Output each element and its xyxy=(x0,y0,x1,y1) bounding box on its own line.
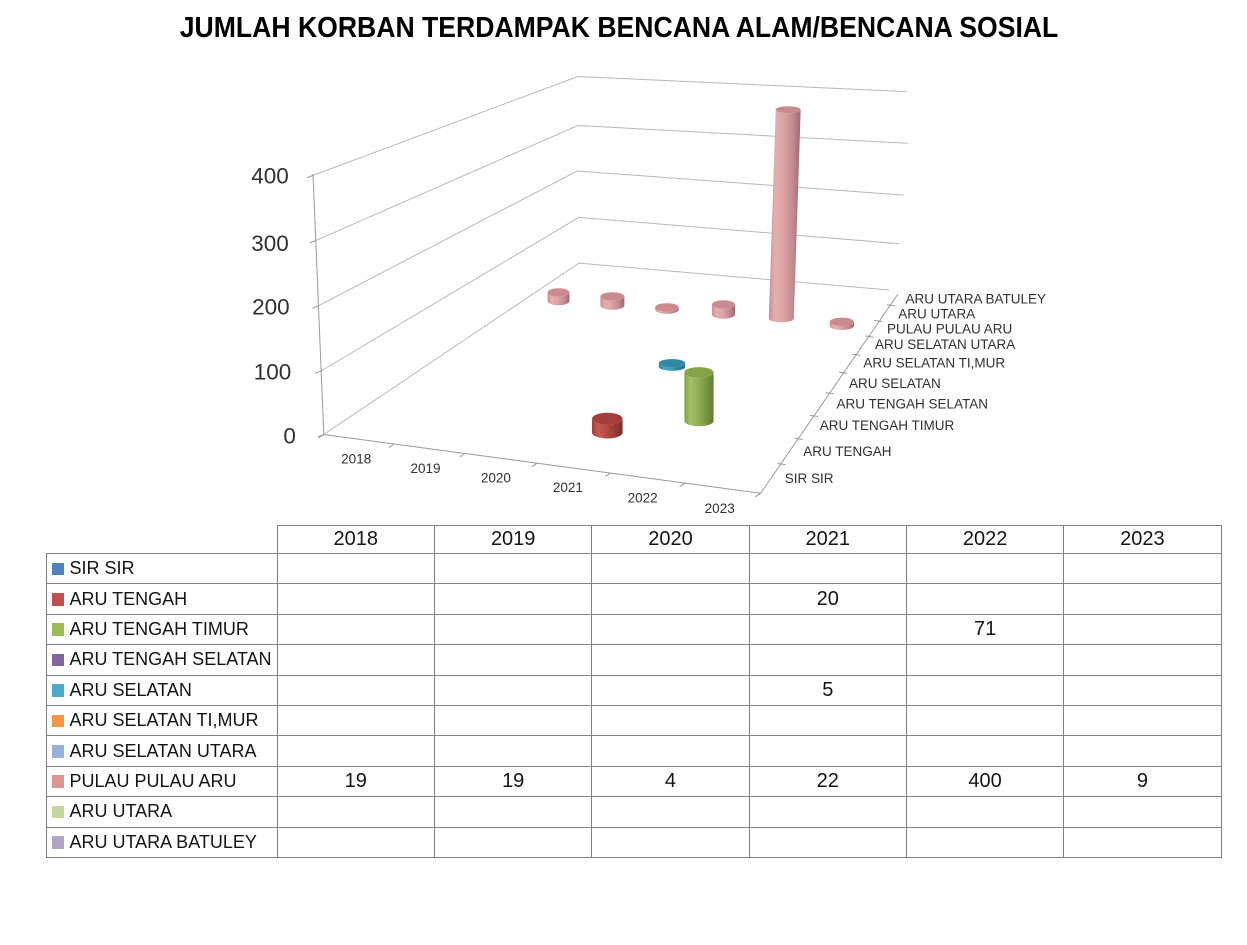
svg-text:2021: 2021 xyxy=(553,480,583,495)
svg-text:200: 200 xyxy=(252,295,290,320)
svg-text:PULAU PULAU ARU: PULAU PULAU ARU xyxy=(887,322,1012,337)
svg-text:ARU SELATAN: ARU SELATAN xyxy=(849,376,941,391)
svg-text:2019: 2019 xyxy=(410,461,440,476)
svg-text:ARU TENGAH: ARU TENGAH xyxy=(803,444,891,459)
svg-text:2020: 2020 xyxy=(481,471,511,486)
svg-text:SIR SIR: SIR SIR xyxy=(785,471,834,486)
svg-text:ARU UTARA BATULEY: ARU UTARA BATULEY xyxy=(906,292,1047,307)
svg-text:2022: 2022 xyxy=(628,491,658,506)
svg-text:ARU SELATAN TI,MUR: ARU SELATAN TI,MUR xyxy=(863,356,1005,371)
svg-text:400: 400 xyxy=(251,164,289,189)
svg-text:ARU TENGAH TIMUR: ARU TENGAH TIMUR xyxy=(820,418,955,433)
svg-text:ARU TENGAH SELATAN: ARU TENGAH SELATAN xyxy=(837,397,989,412)
svg-text:2018: 2018 xyxy=(341,452,371,467)
svg-text:ARU SELATAN UTARA: ARU SELATAN UTARA xyxy=(875,337,1015,352)
svg-text:ARU UTARA: ARU UTARA xyxy=(898,306,975,321)
svg-text:100: 100 xyxy=(254,360,292,385)
svg-text:0: 0 xyxy=(283,424,296,449)
svg-text:2023: 2023 xyxy=(705,501,735,516)
svg-text:300: 300 xyxy=(251,231,289,256)
